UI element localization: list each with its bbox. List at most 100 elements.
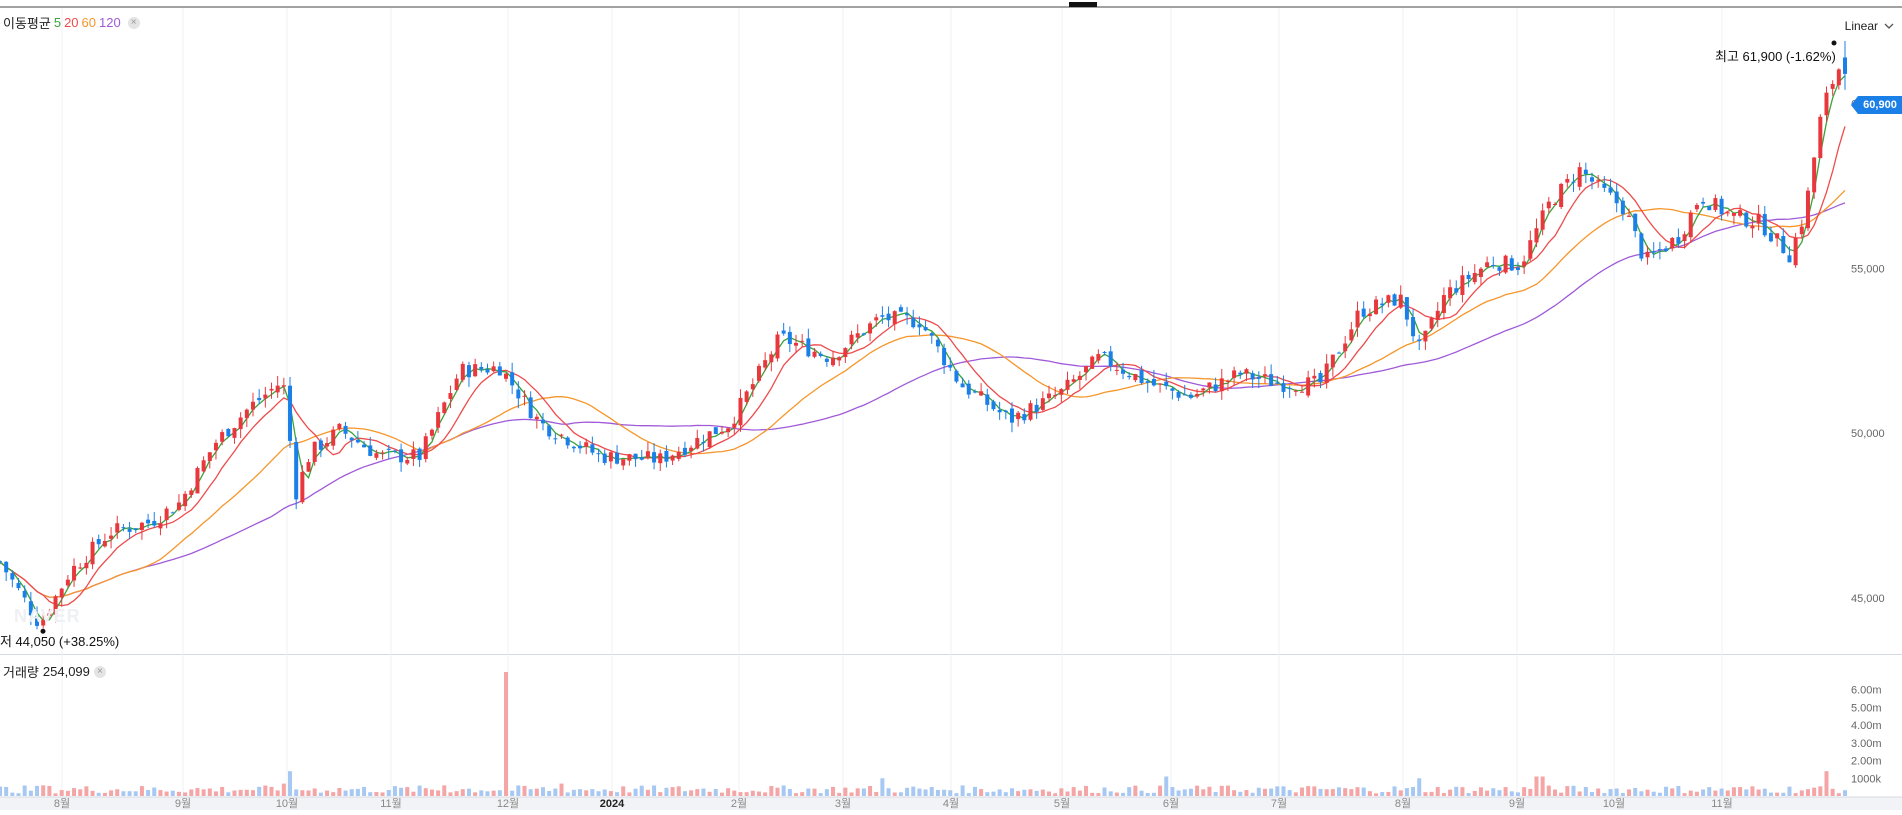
candle-body: [473, 364, 478, 377]
volume-bar: [28, 790, 33, 796]
volume-tick-label: 4.00m: [1851, 720, 1882, 732]
volume-bar: [1133, 785, 1138, 796]
volume-bar: [898, 792, 903, 796]
candle-body: [448, 393, 453, 399]
candle-body: [207, 452, 212, 461]
volume-bar: [1299, 787, 1304, 796]
candle-body: [1053, 395, 1058, 397]
candle-body: [28, 601, 33, 616]
candle-body: [300, 471, 305, 503]
candle-body: [281, 385, 286, 387]
drag-handle[interactable]: [1069, 2, 1097, 7]
volume-bar: [639, 785, 644, 796]
candle-body: [528, 397, 533, 419]
candle-body: [485, 369, 490, 373]
candle-body: [1768, 233, 1773, 242]
volume-bar: [1256, 787, 1261, 796]
volume-bar: [392, 786, 397, 796]
candle-body: [1744, 212, 1749, 227]
close-ma-icon[interactable]: ×: [127, 16, 140, 29]
candle-body: [510, 372, 515, 386]
candle-body: [263, 394, 268, 399]
ma-20-label[interactable]: 20: [64, 15, 79, 30]
volume-bar: [701, 788, 706, 796]
candle-body: [503, 373, 508, 379]
candle-body: [1830, 83, 1835, 89]
candle-body: [695, 438, 700, 449]
candle-body: [1367, 313, 1372, 317]
volume-bar: [343, 790, 348, 796]
candle-body: [1793, 237, 1798, 266]
candle-body: [170, 512, 175, 514]
volume-bar: [1349, 789, 1354, 796]
volume-bar: [1219, 785, 1224, 796]
volume-bar: [1287, 790, 1292, 796]
candle-body: [1040, 398, 1045, 410]
candle-body: [47, 613, 52, 617]
candle-body: [775, 334, 780, 359]
volume-bar: [1244, 790, 1249, 796]
candle-body: [960, 383, 965, 388]
candle-body: [787, 331, 792, 345]
volume-bar: [429, 789, 434, 796]
volume-bar: [1793, 793, 1798, 796]
close-volume-icon[interactable]: ×: [93, 665, 106, 678]
volume-bar: [874, 791, 879, 796]
ma-60-label[interactable]: 60: [81, 15, 97, 30]
volume-bar: [812, 788, 817, 796]
volume-bar: [139, 786, 144, 796]
candle-body: [991, 401, 996, 410]
candle-body: [849, 334, 854, 345]
candle-body: [843, 348, 848, 358]
volume-bar: [1546, 785, 1551, 796]
ma-120-label[interactable]: 120: [99, 15, 121, 30]
scale-selector[interactable]: Linear: [1845, 19, 1894, 33]
volume-bar: [16, 793, 21, 796]
volume-bar: [312, 788, 317, 796]
volume-bar: [1250, 792, 1255, 796]
candle-body: [732, 423, 737, 428]
candle-body: [1096, 354, 1101, 361]
volume-value: 254,099: [42, 664, 90, 679]
candle-body: [1417, 339, 1422, 342]
ma-5-label[interactable]: 5: [53, 15, 62, 30]
candle-body: [584, 442, 589, 447]
candle-body: [547, 425, 552, 437]
candle-body: [1435, 310, 1440, 321]
volume-bar: [90, 790, 95, 796]
candle-body: [1466, 274, 1471, 280]
volume-bar: [1318, 788, 1323, 796]
candle-body: [1343, 343, 1348, 352]
candle-body: [1719, 198, 1724, 215]
candle-body: [1590, 177, 1595, 182]
volume-bar: [682, 791, 687, 796]
volume-bar: [1071, 787, 1076, 796]
ma-5-line: [0, 75, 1846, 622]
volume-bar: [1195, 785, 1200, 796]
volume-bar: [1108, 791, 1113, 796]
candle-body: [880, 315, 885, 317]
volume-bar: [1466, 792, 1471, 796]
candle-body: [195, 468, 200, 494]
candle-body: [1546, 201, 1551, 209]
volume-bar: [719, 792, 724, 796]
candle-body: [146, 519, 151, 524]
candle-body: [1127, 375, 1132, 378]
candle-body: [1540, 210, 1545, 230]
volume-bar: [318, 792, 323, 796]
volume-bar: [1830, 788, 1835, 796]
volume-bar: [997, 789, 1002, 796]
candle-body: [1688, 212, 1693, 238]
volume-bar: [1781, 792, 1786, 796]
candle-body: [985, 394, 990, 405]
volume-bar: [405, 787, 410, 796]
volume-bar: [1756, 789, 1761, 796]
volume-bar: [374, 792, 379, 796]
candle-body: [1250, 373, 1255, 380]
candle-body: [1108, 351, 1113, 367]
candle-body: [201, 460, 206, 472]
candle-body: [1614, 191, 1619, 204]
candle-body: [189, 490, 194, 496]
